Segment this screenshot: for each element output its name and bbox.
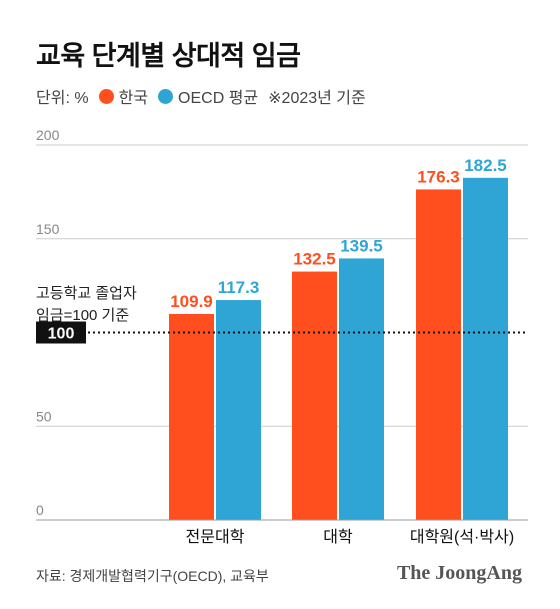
korea-value-label: 132.5 [293, 250, 336, 269]
korea-bar [416, 189, 461, 520]
chart-title: 교육 단계별 상대적 임금 [36, 41, 301, 71]
oecd-bar [463, 177, 508, 520]
oecd-bar [339, 258, 384, 520]
korea-bar [169, 313, 214, 520]
x-category-label: 대학 [323, 528, 353, 546]
reference-badge-label: 100 [48, 326, 75, 343]
korea-legend-swatch [98, 88, 114, 104]
oecd-value-label: 117.3 [218, 278, 260, 297]
legend: 단위: % 한국 OECD 평균 ※2023년 기준 [36, 84, 366, 108]
reference-annotation-line2: 임금=100 기준 [36, 307, 129, 324]
oecd-value-label: 182.5 [464, 156, 507, 175]
y-tick-label: 150 [36, 221, 60, 237]
oecd-legend-swatch [158, 88, 174, 104]
publisher-logo: The JoongAng [396, 562, 522, 584]
y-tick-label: 50 [36, 408, 52, 424]
y-tick-label: 0 [36, 502, 44, 518]
oecd-bar [216, 300, 261, 520]
x-category-label: 전문대학 [186, 528, 245, 546]
reference-annotation-line1: 고등학교 졸업자 [36, 285, 137, 302]
oecd-legend-label: OECD 평균 [178, 90, 259, 107]
unit-label: 단위: % [36, 90, 89, 107]
korea-value-label: 176.3 [417, 167, 460, 186]
reference-badge [36, 321, 86, 344]
korea-value-label: 109.9 [170, 292, 213, 311]
y-tick-label: 200 [36, 127, 60, 143]
korea-legend-label: 한국 [118, 90, 149, 107]
year-note: ※2023년 기준 [268, 90, 366, 107]
x-category-label: 대학원(석·박사) [410, 528, 514, 546]
source-note: 자료: 경제개발협력기구(OECD), 교육부 [36, 568, 269, 584]
korea-bar [292, 271, 337, 520]
oecd-value-label: 139.5 [340, 236, 383, 255]
